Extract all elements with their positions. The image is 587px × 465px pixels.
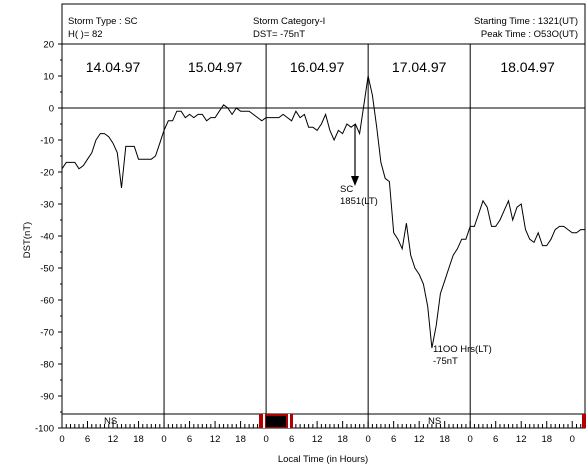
y-tick-label-12: -100 (35, 424, 54, 435)
y-tick-label-6: -40 (40, 232, 54, 243)
x-tick-label-60: 12 (312, 434, 323, 445)
event-marker-black (266, 416, 286, 427)
storm-category-label: Storm Category-I (253, 16, 325, 27)
peak-annotation: 11OO Hrs(LT) (433, 344, 492, 355)
x-tick-label-48: 0 (263, 434, 268, 445)
day-label-4: 18.04.97 (500, 59, 555, 75)
x-tick-label-36: 12 (210, 434, 221, 445)
day-labels: 14.04.97 15.04.97 16.04.97 17.04.97 18.04.97 (86, 59, 555, 75)
x-tick-label-66: 18 (337, 434, 348, 445)
x-tick-label-54: 6 (289, 434, 294, 445)
starting-time-label: Starting Time : 1321(UT) (474, 16, 578, 27)
y-tick-label-3: -10 (40, 136, 54, 147)
sc-arrow-head (351, 176, 359, 186)
peak-time-label: Peak Time : O53O(UT) (481, 29, 578, 40)
y-tick-label-11: -90 (40, 392, 54, 403)
event-marker-gap-2 (288, 414, 290, 428)
x-tick-label-42: 18 (235, 434, 246, 445)
x-tick-label-114: 18 (541, 434, 552, 445)
day-label-2: 16.04.97 (290, 59, 345, 75)
y-axis-label: DST(nT) (22, 222, 33, 258)
y-tick-label-7: -50 (40, 264, 54, 275)
y-tick-label-8: -60 (40, 296, 54, 307)
dst-series-line (61, 75, 585, 349)
x-tick-label-30: 6 (187, 434, 192, 445)
y-tick-label-1: 10 (43, 72, 54, 83)
x-tick-label-6: 6 (85, 434, 90, 445)
x-tick-label-0: 0 (59, 434, 64, 445)
day-label-3: 17.04.97 (392, 59, 447, 75)
x-axis-label: Local Time (in Hours) (278, 454, 368, 465)
ns-label-2: NS (428, 416, 441, 427)
y-tick-label-4: -20 (40, 168, 54, 179)
day-label-0: 14.04.97 (86, 59, 141, 75)
x-tick-label-90: 18 (439, 434, 450, 445)
x-tick-label-24: 0 (161, 434, 166, 445)
y-axis: 20 10 0 -10 -20 -30 -40 -50 -60 -70 -80 -90 -100 (35, 40, 62, 435)
header-box (61, 3, 586, 45)
sc-time-annotation: 1851(LT) (340, 196, 378, 207)
event-marker-edge (582, 414, 586, 428)
x-tick-label-12: 12 (108, 434, 119, 445)
y-tick-label-2: 0 (49, 104, 54, 115)
x-tick-label-84: 12 (414, 434, 425, 445)
dst-value-label: DST= -75nT (253, 29, 305, 40)
plot-frame (61, 43, 586, 429)
day-separators (163, 44, 471, 428)
x-tick-label-72: 0 (365, 434, 370, 445)
x-tick-label-108: 12 (516, 434, 527, 445)
x-tick-label-102: 6 (493, 434, 498, 445)
y-tick-label-10: -80 (40, 360, 54, 371)
y-tick-label-9: -70 (40, 328, 54, 339)
y-tick-label-0: 20 (43, 40, 54, 51)
ns-label-1: NS (104, 416, 117, 427)
peak-value-annotation: -75nT (433, 356, 458, 367)
storm-type-label: Storm Type : SC (68, 16, 138, 27)
x-tick-label-96: 0 (468, 434, 473, 445)
y-tick-label-5: -30 (40, 200, 54, 211)
x-tick-label-78: 6 (391, 434, 396, 445)
x-tick-label-18: 18 (133, 434, 144, 445)
x-tick-label-120: 0 (570, 434, 575, 445)
day-label-1: 15.04.97 (188, 59, 243, 75)
x-axis: 0 6 12 18 0 6 12 18 0 6 12 18 0 6 12 18 0 6 12 18 0 (59, 421, 586, 445)
event-marker-gap-1 (263, 414, 265, 428)
h-value-label: H( )= 82 (68, 29, 103, 40)
sc-annotation: SC (340, 184, 353, 195)
